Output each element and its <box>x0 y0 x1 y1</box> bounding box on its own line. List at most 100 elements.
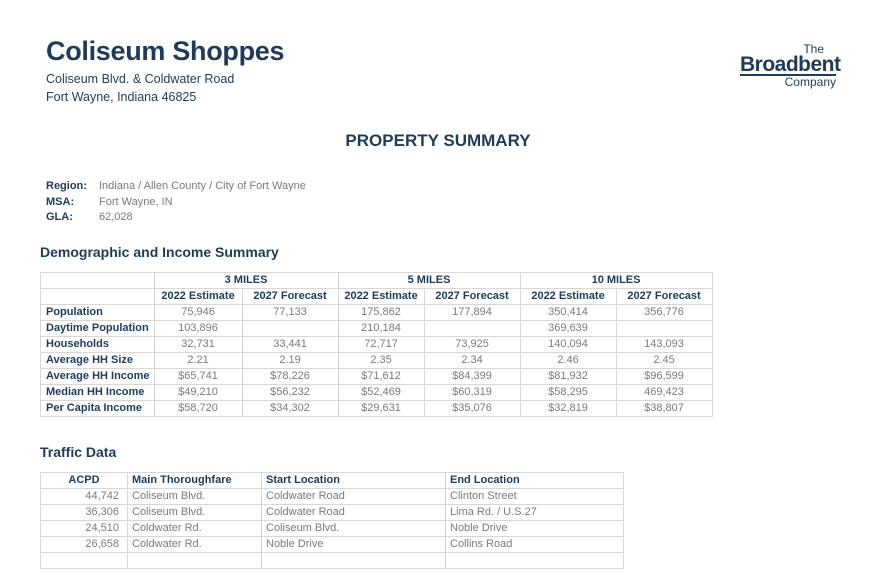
cell: $56,232 <box>241 384 339 401</box>
column-header: ACPD <box>40 472 128 489</box>
cell: 26,658 <box>40 536 128 553</box>
subheader: 2022 Estimate <box>153 288 243 305</box>
table-row: 26,658 Coldwater Rd. Noble Drive Collins… <box>40 536 624 553</box>
radius-header: 10 MILES <box>519 272 713 289</box>
table-row: 44,742 Coliseum Blvd. Coldwater Road Cli… <box>40 488 624 505</box>
row-label: Average HH Size <box>40 352 155 369</box>
logo-line-1: The <box>803 42 824 56</box>
page-title: Coliseum Shoppes <box>46 36 285 66</box>
cell: $58,720 <box>153 400 243 417</box>
table-row <box>40 552 624 569</box>
cell: $52,469 <box>337 384 425 401</box>
cell: $29,631 <box>337 400 425 417</box>
subheader: 2027 Forecast <box>615 288 713 305</box>
table-row: 36,306 Coliseum Blvd. Coldwater Road Lim… <box>40 504 624 521</box>
cell: 77,133 <box>241 304 339 321</box>
cell: Lima Rd. / U.S.27 <box>445 504 624 521</box>
cell <box>40 552 128 569</box>
radius-header-row: 3 MILES 5 MILES 10 MILES <box>40 272 713 289</box>
cell: $96,599 <box>615 368 713 385</box>
demographics-table: 3 MILES 5 MILES 10 MILES 2022 Estimate 2… <box>40 272 713 417</box>
cell: 2.35 <box>337 352 425 369</box>
cell: 36,306 <box>40 504 128 521</box>
table-row: Daytime Population 103,896 210,184 369,6… <box>40 320 713 337</box>
traffic-header-row: ACPD Main Thoroughfare Start Location En… <box>40 472 624 489</box>
company-logo: The Broadbent Company <box>740 42 841 89</box>
cell <box>445 552 624 569</box>
address-line-1: Coliseum Blvd. & Coldwater Road <box>46 72 235 86</box>
cell: 469,423 <box>615 384 713 401</box>
meta-label: GLA: <box>46 211 73 223</box>
cell: 72,717 <box>337 336 425 353</box>
subheader: 2022 Estimate <box>337 288 425 305</box>
cell: Coldwater Rd. <box>127 536 262 553</box>
subheader: 2022 Estimate <box>519 288 617 305</box>
table-row: 24,510 Coldwater Rd. Coliseum Blvd. Nobl… <box>40 520 624 537</box>
cell: 33,441 <box>241 336 339 353</box>
cell: Coliseum Blvd. <box>261 520 446 537</box>
meta-gla: GLA: 62,028 <box>46 211 133 223</box>
cell: Noble Drive <box>445 520 624 537</box>
row-label: Daytime Population <box>40 320 155 337</box>
cell: 44,742 <box>40 488 128 505</box>
table-row: Average HH Size 2.21 2.19 2.35 2.34 2.46… <box>40 352 713 369</box>
cell: 2.21 <box>153 352 243 369</box>
cell: Coldwater Road <box>261 488 446 505</box>
property-summary-title: PROPERTY SUMMARY <box>345 131 531 150</box>
column-header: Start Location <box>261 472 446 489</box>
cell: 75,946 <box>153 304 243 321</box>
cell: 143,093 <box>615 336 713 353</box>
cell <box>127 552 262 569</box>
subheader: 2027 Forecast <box>423 288 521 305</box>
cell: $58,295 <box>519 384 617 401</box>
cell <box>261 552 446 569</box>
meta-region: Region: Indiana / Allen County / City of … <box>46 180 306 192</box>
row-label: Average HH Income <box>40 368 155 385</box>
cell: $35,076 <box>423 400 521 417</box>
cell: 24,510 <box>40 520 128 537</box>
logo-line-3: Company <box>784 75 836 89</box>
cell: 356,776 <box>615 304 713 321</box>
table-row: Median HH Income $49,210 $56,232 $52,469… <box>40 384 713 401</box>
traffic-table: ACPD Main Thoroughfare Start Location En… <box>40 472 624 569</box>
cell: 103,896 <box>153 320 243 337</box>
cell: 2.34 <box>423 352 521 369</box>
meta-value: 62,028 <box>99 211 133 223</box>
header-blank <box>40 288 155 305</box>
cell: 175,862 <box>337 304 425 321</box>
cell: 350,414 <box>519 304 617 321</box>
row-label: Households <box>40 336 155 353</box>
subheader: 2027 Forecast <box>241 288 339 305</box>
subheader-row: 2022 Estimate 2027 Forecast 2022 Estimat… <box>40 288 713 305</box>
cell: Clinton Street <box>445 488 624 505</box>
cell: $71,612 <box>337 368 425 385</box>
radius-header: 5 MILES <box>337 272 521 289</box>
cell <box>615 320 713 337</box>
row-label: Population <box>40 304 155 321</box>
cell <box>241 320 339 337</box>
cell: Noble Drive <box>261 536 446 553</box>
row-label: Per Capita Income <box>40 400 155 417</box>
cell: 369,639 <box>519 320 617 337</box>
demographics-heading: Demographic and Income Summary <box>40 244 279 260</box>
cell: 210,184 <box>337 320 425 337</box>
cell: $81,932 <box>519 368 617 385</box>
cell: 177,894 <box>423 304 521 321</box>
cell: $38,807 <box>615 400 713 417</box>
meta-label: Region: <box>46 180 87 192</box>
cell: $84,399 <box>423 368 521 385</box>
column-header: Main Thoroughfare <box>127 472 262 489</box>
cell: $32,819 <box>519 400 617 417</box>
cell <box>423 320 521 337</box>
cell: Coldwater Rd. <box>127 520 262 537</box>
cell: 2.19 <box>241 352 339 369</box>
table-row: Average HH Income $65,741 $78,226 $71,61… <box>40 368 713 385</box>
address-line-2: Fort Wayne, Indiana 46825 <box>46 90 197 104</box>
cell: $65,741 <box>153 368 243 385</box>
meta-msa: MSA: Fort Wayne, IN <box>46 196 173 208</box>
logo-line-2: Broadbent <box>740 53 841 76</box>
cell: $34,302 <box>241 400 339 417</box>
row-label: Median HH Income <box>40 384 155 401</box>
meta-value: Fort Wayne, IN <box>99 196 173 208</box>
cell: Coliseum Blvd. <box>127 504 262 521</box>
